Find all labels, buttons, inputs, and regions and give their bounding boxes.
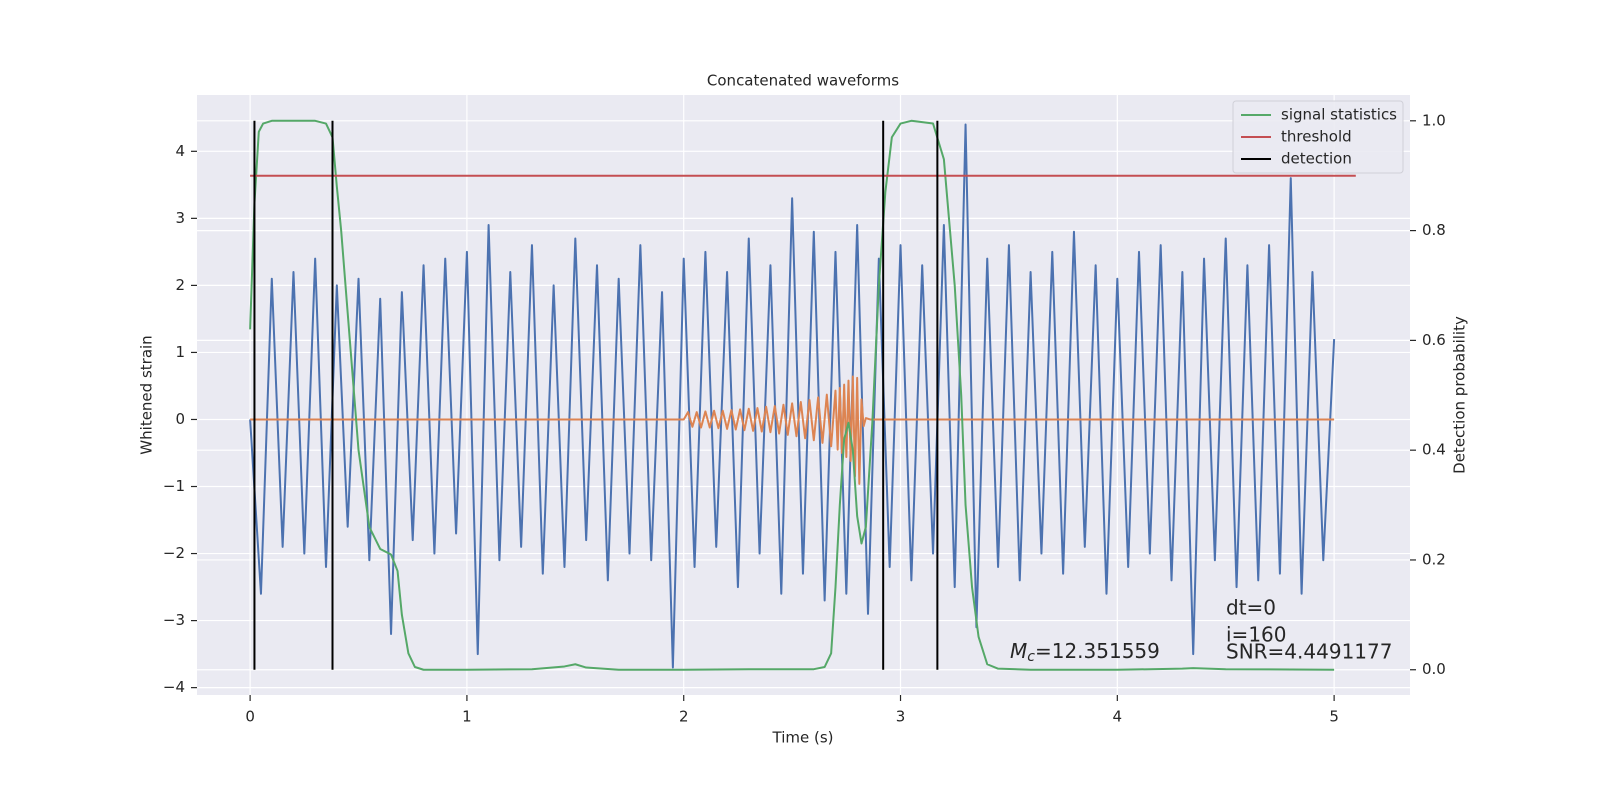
series-line bbox=[249, 119, 1335, 671]
y2-axis-label: Detection probability bbox=[1451, 316, 1469, 474]
y2-tick-label: 0.2 bbox=[1422, 550, 1446, 568]
axes: 0 1 2 3 4 5 −4 −3 −2 −1 0 1 2 3 4 0.0 0.2 0.4 0.6 0.8 1.0 bbox=[163, 111, 1446, 725]
marks bbox=[249, 119, 1356, 671]
x-tick-label: 2 bbox=[679, 708, 689, 726]
annotation: i=160 bbox=[1226, 623, 1287, 647]
annotation-symbol: M bbox=[1010, 639, 1027, 663]
annotation-subscript: c bbox=[1027, 649, 1035, 665]
y-tick-label: 1 bbox=[175, 343, 185, 361]
legend-label: signal statistics bbox=[1281, 106, 1397, 124]
y2-tick-label: 0.0 bbox=[1422, 660, 1446, 678]
y-tick-label: −4 bbox=[163, 678, 185, 696]
y-tick-label: −3 bbox=[163, 611, 185, 629]
annotation: dt=0 bbox=[1226, 596, 1276, 620]
y2-tick-label: 0.6 bbox=[1422, 331, 1446, 349]
y2-tick-label: 0.8 bbox=[1422, 221, 1446, 239]
x-axis-label: Time (s) bbox=[772, 729, 834, 747]
chart-title: Concatenated waveforms bbox=[707, 72, 899, 90]
y-tick-label: −2 bbox=[163, 544, 185, 562]
x-tick-label: 0 bbox=[245, 708, 255, 726]
annotation: Mc=12.351559 bbox=[1010, 639, 1160, 666]
y2-tick-label: 1.0 bbox=[1422, 111, 1446, 129]
series-line bbox=[249, 123, 1336, 669]
y-tick-label: 2 bbox=[175, 276, 185, 294]
x-tick-label: 3 bbox=[896, 708, 906, 726]
x-tick-label: 5 bbox=[1329, 708, 1339, 726]
y-tick-label: 4 bbox=[175, 142, 185, 160]
y-tick-label: −1 bbox=[163, 477, 185, 495]
annotation-text: =12.351559 bbox=[1035, 639, 1160, 663]
y2-tick-label: 0.4 bbox=[1422, 441, 1446, 459]
legend-label: detection bbox=[1281, 150, 1352, 168]
series-line bbox=[250, 375, 1335, 485]
y-tick-label: 3 bbox=[175, 209, 185, 227]
legend-label: threshold bbox=[1281, 128, 1352, 146]
y-tick-label: 0 bbox=[175, 410, 185, 428]
y-axis-label: Whitened strain bbox=[138, 335, 156, 454]
x-tick-label: 1 bbox=[462, 708, 472, 726]
legend: signal statistics threshold detection bbox=[1232, 100, 1404, 174]
annotation: SNR=4.4491177 bbox=[1226, 640, 1392, 664]
x-tick-label: 4 bbox=[1113, 708, 1123, 726]
legend-box bbox=[1232, 100, 1404, 174]
